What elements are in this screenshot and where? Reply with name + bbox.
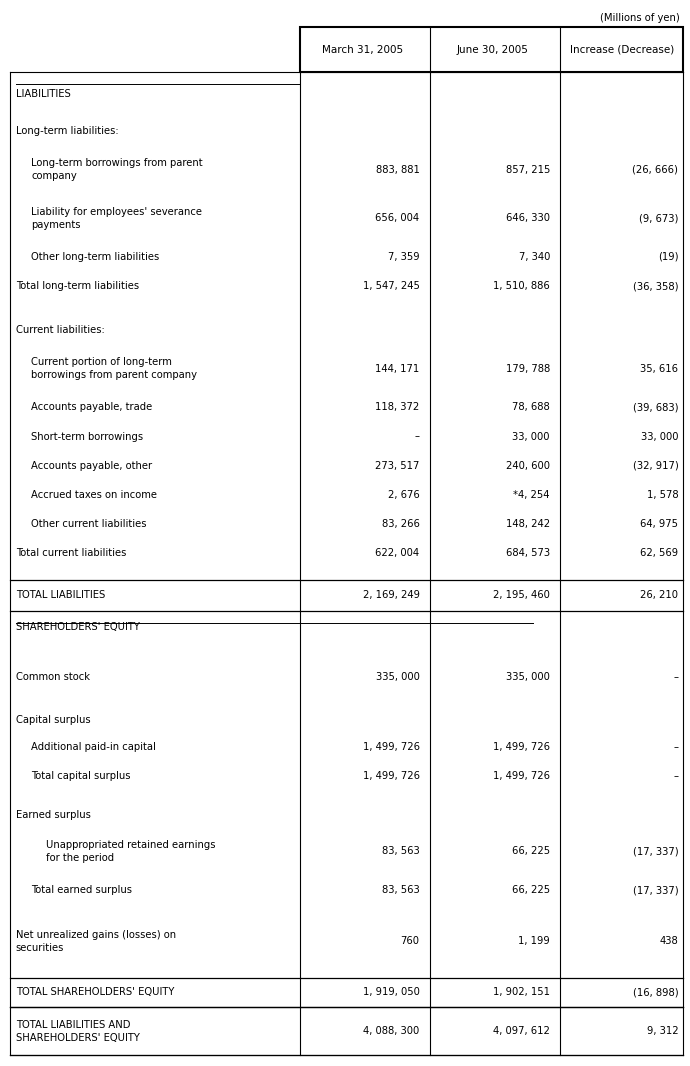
Text: June 30, 2005: June 30, 2005	[456, 45, 529, 54]
Text: 64, 975: 64, 975	[640, 519, 678, 529]
Text: 35, 616: 35, 616	[640, 364, 678, 373]
Text: 622, 004: 622, 004	[375, 548, 420, 558]
Text: 1, 499, 726: 1, 499, 726	[493, 742, 550, 753]
Text: 335, 000: 335, 000	[375, 672, 420, 682]
Text: 1, 902, 151: 1, 902, 151	[493, 987, 550, 998]
Text: 148, 242: 148, 242	[506, 519, 550, 529]
Text: (36, 358): (36, 358)	[633, 281, 678, 291]
Text: Current portion of long-term
borrowings from parent company: Current portion of long-term borrowings …	[31, 357, 197, 381]
Text: 4, 088, 300: 4, 088, 300	[363, 1027, 420, 1036]
Text: Other current liabilities: Other current liabilities	[31, 519, 146, 529]
Text: –: –	[673, 772, 678, 781]
Text: 26, 210: 26, 210	[640, 591, 678, 600]
Text: 179, 788: 179, 788	[506, 364, 550, 373]
Text: Unappropriated retained earnings
for the period: Unappropriated retained earnings for the…	[46, 840, 216, 863]
Text: (39, 683): (39, 683)	[633, 402, 678, 413]
Text: 883, 881: 883, 881	[375, 164, 420, 175]
Text: 78, 688: 78, 688	[512, 402, 550, 413]
Text: (9, 673): (9, 673)	[639, 213, 678, 223]
Text: Liability for employees' severance
payments: Liability for employees' severance payme…	[31, 207, 202, 229]
Text: Current liabilities:: Current liabilities:	[16, 325, 105, 335]
Bar	[300, 27, 683, 72]
Text: 83, 563: 83, 563	[382, 846, 420, 856]
Text: 857, 215: 857, 215	[506, 164, 550, 175]
Text: Other long-term liabilities: Other long-term liabilities	[31, 252, 159, 262]
Text: 438: 438	[660, 936, 678, 947]
Text: 1, 510, 886: 1, 510, 886	[493, 281, 550, 291]
Text: 684, 573: 684, 573	[506, 548, 550, 558]
Text: 83, 266: 83, 266	[382, 519, 420, 529]
Text: 33, 000: 33, 000	[641, 432, 678, 441]
Text: (32, 917): (32, 917)	[633, 461, 678, 470]
Text: –: –	[673, 742, 678, 753]
Text: LIABILITIES: LIABILITIES	[16, 90, 70, 99]
Text: (17, 337): (17, 337)	[633, 846, 678, 856]
Text: 2, 169, 249: 2, 169, 249	[362, 591, 420, 600]
Text: 240, 600: 240, 600	[506, 461, 550, 470]
Text: TOTAL LIABILITIES AND
SHAREHOLDERS' EQUITY: TOTAL LIABILITIES AND SHAREHOLDERS' EQUI…	[16, 1020, 140, 1043]
Text: 33, 000: 33, 000	[513, 432, 550, 441]
Text: (Millions of yen): (Millions of yen)	[600, 13, 680, 22]
Text: Net unrealized gains (losses) on
securities: Net unrealized gains (losses) on securit…	[16, 930, 176, 953]
Text: Earned surplus: Earned surplus	[16, 810, 91, 820]
Text: Total long-term liabilities: Total long-term liabilities	[16, 281, 139, 291]
Text: Long-term borrowings from parent
company: Long-term borrowings from parent company	[31, 159, 203, 181]
Text: 7, 340: 7, 340	[519, 252, 550, 262]
Text: 646, 330: 646, 330	[506, 213, 550, 223]
Text: 62, 569: 62, 569	[640, 548, 678, 558]
Text: *4, 254: *4, 254	[513, 489, 550, 500]
Text: 656, 004: 656, 004	[375, 213, 420, 223]
Text: Additional paid-in capital: Additional paid-in capital	[31, 742, 156, 753]
Text: Total current liabilities: Total current liabilities	[16, 548, 126, 558]
Text: Capital surplus: Capital surplus	[16, 715, 90, 726]
Text: (26, 666): (26, 666)	[633, 164, 678, 175]
Text: 1, 499, 726: 1, 499, 726	[493, 772, 550, 781]
Text: Increase (Decrease): Increase (Decrease)	[569, 45, 674, 54]
Text: 66, 225: 66, 225	[512, 846, 550, 856]
Text: –: –	[415, 432, 420, 441]
Text: March 31, 2005: March 31, 2005	[322, 45, 403, 54]
Text: 273, 517: 273, 517	[375, 461, 420, 470]
Text: TOTAL LIABILITIES: TOTAL LIABILITIES	[16, 591, 105, 600]
Text: 118, 372: 118, 372	[375, 402, 420, 413]
Text: Accrued taxes on income: Accrued taxes on income	[31, 489, 157, 500]
Text: Accounts payable, trade: Accounts payable, trade	[31, 402, 152, 413]
Text: (16, 898): (16, 898)	[633, 987, 678, 998]
Text: 1, 919, 050: 1, 919, 050	[363, 987, 420, 998]
Text: 7, 359: 7, 359	[388, 252, 420, 262]
Text: 1, 199: 1, 199	[518, 936, 550, 947]
Text: 83, 563: 83, 563	[382, 886, 420, 895]
Text: 1, 499, 726: 1, 499, 726	[362, 742, 420, 753]
Text: 335, 000: 335, 000	[506, 672, 550, 682]
Text: SHAREHOLDERS' EQUITY: SHAREHOLDERS' EQUITY	[16, 621, 140, 632]
Text: 144, 171: 144, 171	[375, 364, 420, 373]
Text: Long-term liabilities:: Long-term liabilities:	[16, 126, 119, 135]
Text: TOTAL SHAREHOLDERS' EQUITY: TOTAL SHAREHOLDERS' EQUITY	[16, 987, 175, 998]
Text: Accounts payable, other: Accounts payable, other	[31, 461, 152, 470]
Text: 2, 676: 2, 676	[388, 489, 420, 500]
Text: 1, 578: 1, 578	[647, 489, 678, 500]
Text: Short-term borrowings: Short-term borrowings	[31, 432, 144, 441]
Text: Common stock: Common stock	[16, 672, 90, 682]
Text: 4, 097, 612: 4, 097, 612	[493, 1027, 550, 1036]
Text: 760: 760	[400, 936, 420, 947]
Text: 9, 312: 9, 312	[647, 1027, 678, 1036]
Text: 1, 499, 726: 1, 499, 726	[362, 772, 420, 781]
Text: –: –	[673, 672, 678, 682]
Text: 2, 195, 460: 2, 195, 460	[493, 591, 550, 600]
Text: (19): (19)	[658, 252, 678, 262]
Text: 66, 225: 66, 225	[512, 886, 550, 895]
Text: Total capital surplus: Total capital surplus	[31, 772, 130, 781]
Text: (17, 337): (17, 337)	[633, 886, 678, 895]
Text: 1, 547, 245: 1, 547, 245	[363, 281, 420, 291]
Text: Total earned surplus: Total earned surplus	[31, 886, 132, 895]
